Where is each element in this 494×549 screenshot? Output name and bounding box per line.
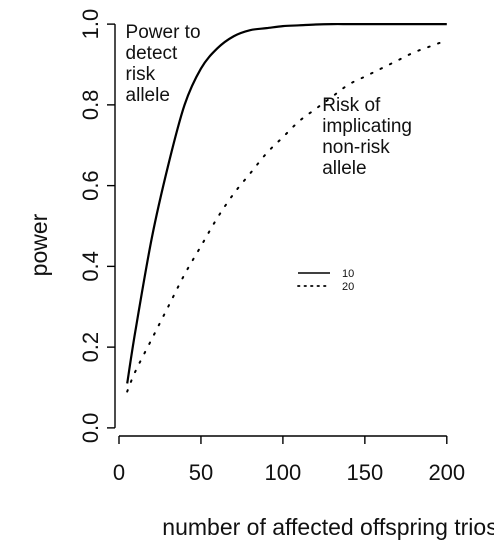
y-tick-label: 1.0 [78, 9, 103, 40]
annotation-line: Power to [126, 22, 201, 43]
x-tick-label: 100 [265, 460, 302, 485]
annotation-line: implicating [322, 116, 412, 137]
annot-risk-of-implicating: Risk of implicating non-risk allele [322, 95, 412, 179]
x-tick-label: 150 [346, 460, 383, 485]
y-tick-label: 0.2 [78, 332, 103, 363]
y-axis-title: power [26, 213, 52, 276]
series-line-20 [126, 39, 448, 393]
y-tick-label: 0.0 [78, 413, 103, 444]
series-layer [126, 22, 448, 393]
y-axis: 0.0 0.2 0.4 0.6 0.8 1.0 [78, 9, 116, 444]
legend-label-20: 20 [342, 281, 354, 293]
annotation-line: detect [126, 43, 178, 64]
x-tick-label: 200 [428, 460, 465, 485]
y-tick-label: 0.8 [78, 90, 103, 121]
annotation-line: allele [126, 85, 170, 106]
legend-label-10: 10 [342, 268, 354, 280]
x-tick-label: 0 [113, 460, 125, 485]
y-tick-label: 0.6 [78, 170, 103, 201]
annot-power-to-detect: Power to detect risk allele [126, 22, 201, 106]
y-tick-label: 0.4 [78, 251, 103, 282]
annotations: Power to detect risk allele Risk of implicati… [126, 22, 412, 179]
series-line-10 [126, 22, 447, 384]
x-axis: 0 50 100 150 200 [113, 435, 465, 485]
x-tick-label: 50 [189, 460, 213, 485]
annotation-line: risk [126, 64, 156, 85]
annotation-line: allele [322, 158, 366, 179]
annotation-line: non-risk [322, 137, 390, 158]
x-axis-title: number of affected offspring trios [162, 514, 494, 540]
annotation-line: Risk of [322, 95, 381, 116]
